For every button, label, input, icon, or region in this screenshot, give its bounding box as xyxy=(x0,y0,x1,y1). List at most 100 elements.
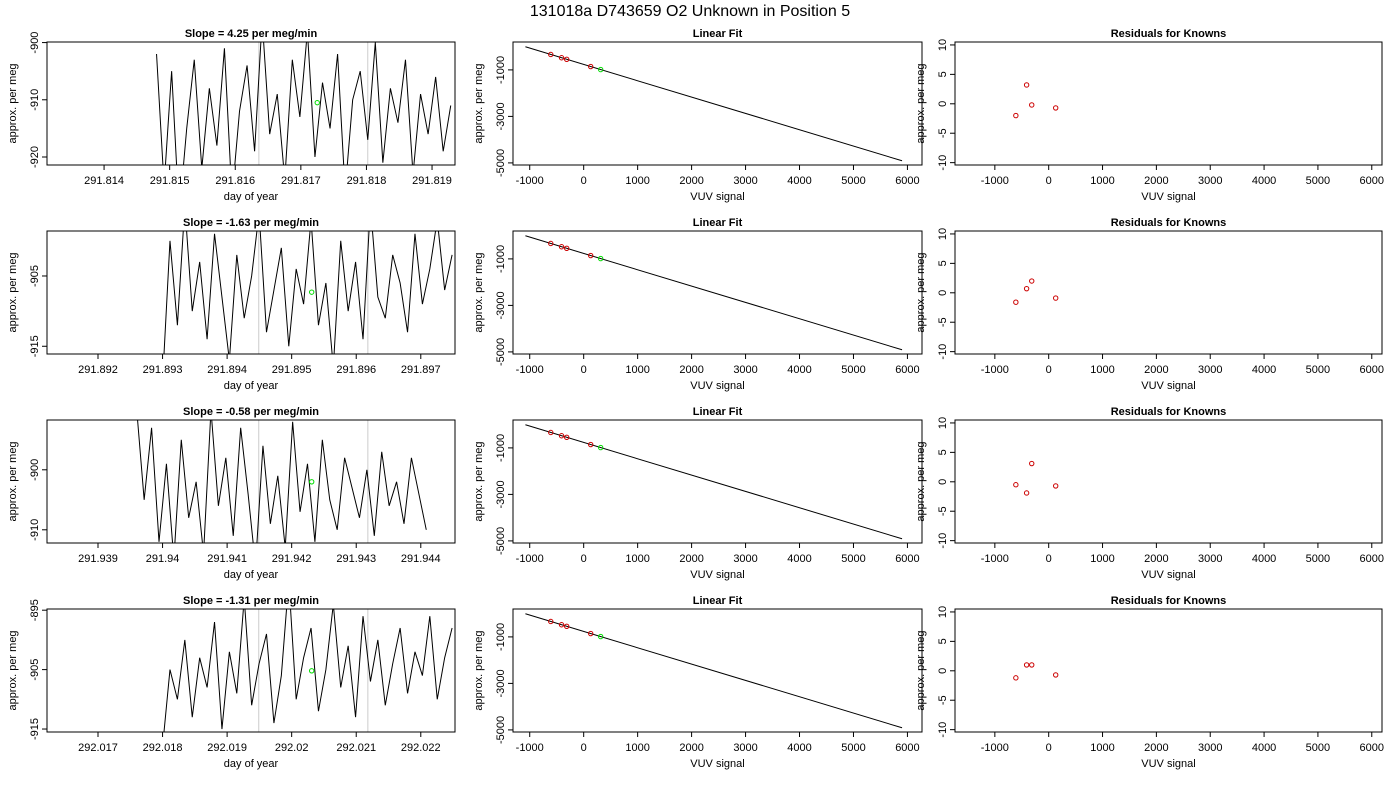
panel: Slope = -1.63 per meg/min 291.892 291.893 2… xyxy=(7,217,456,392)
y-axis-label: approx. per meg xyxy=(473,63,485,143)
panel-title: Linear Fit xyxy=(693,595,743,607)
x-tick-label: 4000 xyxy=(787,742,811,754)
x-tick-label: 1000 xyxy=(1090,364,1114,376)
x-axis-label: VUV signal xyxy=(1141,758,1195,770)
x-tick-label: 4000 xyxy=(787,553,811,565)
x-tick-label: 0 xyxy=(1046,175,1052,187)
x-tick-label: -1000 xyxy=(981,742,1009,754)
x-tick-label: 292.017 xyxy=(78,742,118,754)
point xyxy=(1013,482,1019,488)
y-tick-label: 0 xyxy=(937,668,949,674)
panel: Linear Fit -1000 0 1000 2000 3000 4000 5000 6000… xyxy=(473,28,923,203)
y-tick-label: -5 xyxy=(937,506,949,516)
panel-title: Slope = -1.31 per meg/min xyxy=(183,595,319,607)
x-tick-label: 2000 xyxy=(1144,364,1168,376)
panel-title: Residuals for Knowns xyxy=(1111,217,1227,229)
x-axis-label: VUV signal xyxy=(1141,191,1195,203)
y-axis-label: approx. per meg xyxy=(7,441,19,521)
panel: Residuals for Knowns -1000 0 1000 2000 3000 40… xyxy=(915,406,1384,581)
x-tick-label: 291.896 xyxy=(336,364,376,376)
x-tick-label: 5000 xyxy=(1306,553,1330,565)
x-tick-label: 1000 xyxy=(625,742,649,754)
plot-frame xyxy=(954,419,1383,544)
x-tick-label: 292.018 xyxy=(143,742,183,754)
highlight-point xyxy=(597,633,604,640)
y-tick-label: -920 xyxy=(29,146,41,168)
point xyxy=(1052,483,1059,489)
x-tick-label: 291.897 xyxy=(401,364,441,376)
x-tick-label: 291.944 xyxy=(401,553,441,565)
x-tick-label: -1000 xyxy=(516,553,544,565)
panel: Residuals for Knowns -1000 0 1000 2000 3000 40… xyxy=(915,28,1384,203)
x-tick-label: -1000 xyxy=(981,175,1009,187)
x-tick-label: 6000 xyxy=(1360,175,1384,187)
y-axis-label: approx. per meg xyxy=(7,630,19,710)
y-tick-label: -1000 xyxy=(495,56,507,84)
x-tick-label: 291.941 xyxy=(207,553,247,565)
data-line xyxy=(156,42,452,165)
x-axis-label: VUV signal xyxy=(1141,380,1195,392)
plot-area xyxy=(163,609,453,732)
x-tick-label: 2000 xyxy=(679,742,703,754)
panel-title: Slope = -0.58 per meg/min xyxy=(183,406,319,418)
point xyxy=(1052,295,1059,301)
panel-title: Linear Fit xyxy=(693,217,743,229)
x-axis-label: VUV signal xyxy=(690,380,744,392)
x-tick-label: 2000 xyxy=(679,364,703,376)
x-tick-label: 6000 xyxy=(1360,553,1384,565)
data-line xyxy=(137,420,427,543)
plot-frame xyxy=(954,41,1383,166)
x-tick-label: 5000 xyxy=(1306,175,1330,187)
point xyxy=(1023,662,1030,668)
y-tick-label: 5 xyxy=(937,260,949,266)
point xyxy=(558,622,565,628)
point xyxy=(1013,299,1019,305)
y-tick-label: -5000 xyxy=(495,338,507,366)
panel-title: Residuals for Knowns xyxy=(1111,28,1227,40)
plot-area xyxy=(525,613,903,729)
y-tick-label: -910 xyxy=(29,89,41,111)
y-tick-label: 0 xyxy=(937,290,949,296)
x-tick-label: -1000 xyxy=(981,553,1009,565)
point xyxy=(1029,662,1035,668)
y-tick-label: -900 xyxy=(29,32,41,54)
highlight-point xyxy=(308,479,315,485)
panel: Slope = 4.25 per meg/min 291.814 291.815 29… xyxy=(7,28,456,203)
x-tick-label: 0 xyxy=(1046,742,1052,754)
panel-title: Slope = 4.25 per meg/min xyxy=(185,28,318,40)
x-tick-label: 5000 xyxy=(841,364,865,376)
x-tick-label: 2000 xyxy=(679,175,703,187)
x-tick-label: 6000 xyxy=(895,553,919,565)
y-tick-label: -1000 xyxy=(495,245,507,273)
plot-area xyxy=(156,42,452,165)
x-tick-label: 3000 xyxy=(733,364,757,376)
x-tick-label: 1000 xyxy=(625,553,649,565)
x-tick-label: 291.819 xyxy=(412,175,452,187)
panel: Slope = -0.58 per meg/min 291.939 291.94 29… xyxy=(7,406,456,581)
point xyxy=(1052,105,1059,111)
y-tick-label: -5 xyxy=(937,695,949,705)
x-tick-label: 6000 xyxy=(895,742,919,754)
x-tick-label: 4000 xyxy=(1252,742,1276,754)
plot-area xyxy=(525,424,903,540)
x-tick-label: 2000 xyxy=(1144,742,1168,754)
x-tick-label: 4000 xyxy=(787,364,811,376)
x-tick-label: -1000 xyxy=(516,742,544,754)
x-tick-label: 291.818 xyxy=(347,175,387,187)
point xyxy=(548,51,554,58)
plot-frame xyxy=(512,419,923,544)
y-tick-label: -3000 xyxy=(495,291,507,319)
highlight-point xyxy=(597,255,604,262)
y-tick-label: -910 xyxy=(29,519,41,541)
x-tick-label: 0 xyxy=(1046,553,1052,565)
x-tick-label: 2000 xyxy=(679,553,703,565)
x-tick-label: 0 xyxy=(581,742,587,754)
x-tick-label: 3000 xyxy=(1198,364,1222,376)
y-axis-label: approx. per meg xyxy=(473,441,485,521)
y-tick-label: -915 xyxy=(29,335,41,357)
y-axis-label: approx. per meg xyxy=(7,252,19,332)
panel: Linear Fit -1000 0 1000 2000 3000 4000 5000 6000… xyxy=(473,217,923,392)
plot-area xyxy=(525,235,903,351)
